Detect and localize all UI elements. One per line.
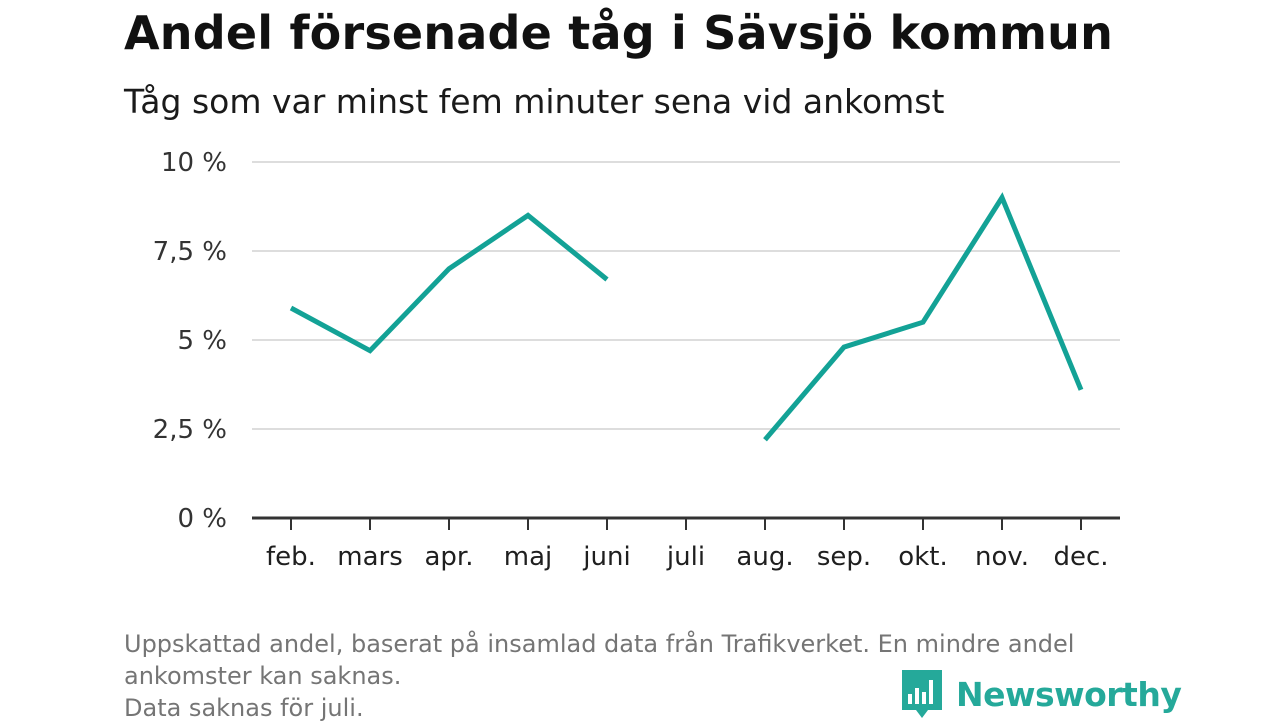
x-tick-label: maj [504,542,552,572]
x-tick-label: juni [582,542,630,572]
grid-lines [252,161,1120,430]
brand-name: Newsworthy [956,674,1182,714]
x-tick-label: okt. [898,542,947,572]
y-tick-label: 5 % [177,326,227,356]
y-tick-label: 10 % [161,148,227,178]
newsworthy-logo-icon [902,670,942,718]
x-tick-label: juli [666,542,705,572]
x-tick-label: sep. [817,542,871,572]
chart-title: Andel försenade tåg i Sävsjö kommun [124,6,1114,60]
series-line-segment [763,192,1084,442]
footnote-line-1: Uppskattad andel, baserat på insamlad da… [124,630,1075,658]
footnote-line-2: ankomster kan saknas. [124,662,402,690]
x-tick-label: apr. [424,542,473,572]
y-tick-label: 2,5 % [153,415,227,445]
series-lines [289,192,1084,442]
footnote-line-3: Data saknas för juli. [124,694,364,722]
y-tick-label: 7,5 % [153,237,227,267]
brand-logo: Newsworthy [902,670,1182,718]
y-axis-ticks: 0 % 2,5 % 5 % 7,5 % 10 % [153,148,227,534]
footnote: Uppskattad andel, baserat på insamlad da… [124,628,1074,724]
line-chart: 0 % 2,5 % 5 % 7,5 % 10 % feb. mars apr. maj juni… [153,148,1120,572]
x-tick-label: mars [337,542,403,572]
x-tick-label: aug. [736,542,793,572]
x-tick-label: dec. [1053,542,1108,572]
x-tick-label: nov. [975,542,1029,572]
x-axis: feb. mars apr. maj juni juli aug. sep. okt. nov. d… [252,516,1120,572]
y-tick-label: 0 % [177,504,227,534]
series-line-segment [289,212,609,354]
chart-subtitle: Tåg som var minst fem minuter sena vid a… [124,82,945,121]
x-tick-label: feb. [266,542,316,572]
